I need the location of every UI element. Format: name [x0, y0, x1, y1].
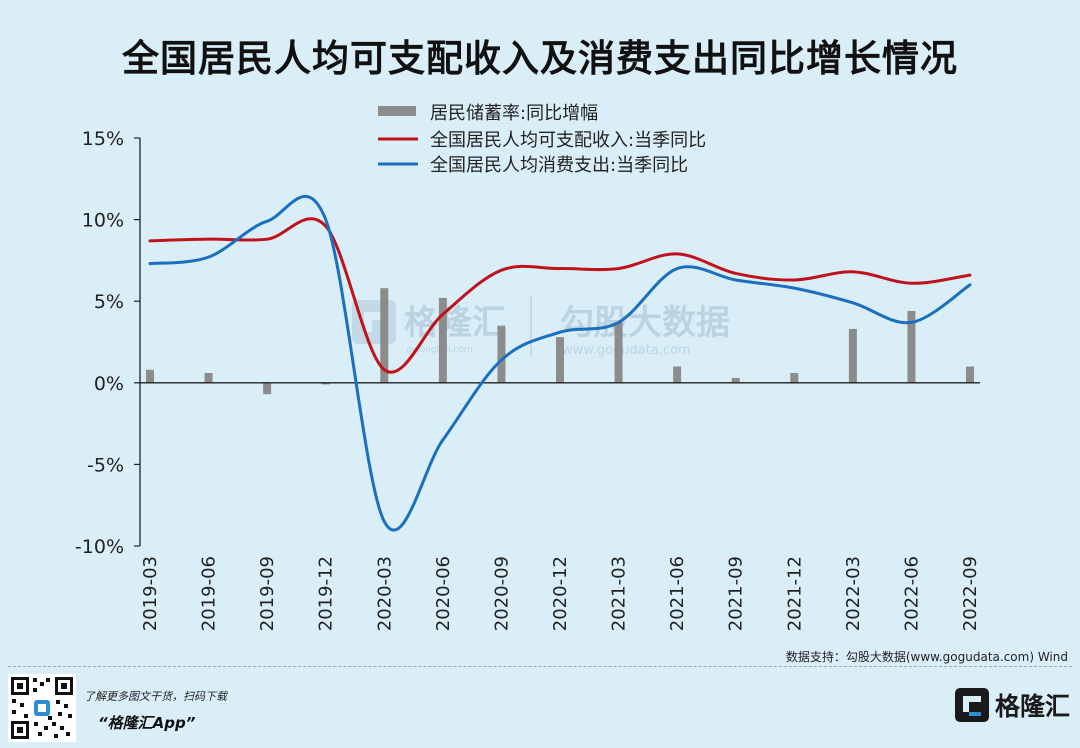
legend-label-savings: 居民储蓄率:同比增幅 [430, 103, 598, 124]
legend-label-income: 全国居民人均可支配收入:当季同比 [430, 130, 706, 151]
x-tick-label: 2021-09 [726, 556, 747, 631]
qr-code-icon[interactable] [8, 674, 76, 742]
bar-savings-rate [790, 373, 799, 383]
x-tick-label: 2020-06 [433, 556, 454, 631]
x-tick-label: 2021-12 [784, 556, 805, 631]
bar-savings-rate [438, 297, 447, 383]
chart-title: 全国居民人均可支配收入及消费支出同比增长情况 [122, 37, 958, 80]
x-tick-label: 2019-12 [316, 556, 337, 631]
y-tick-label: -10% [75, 536, 124, 558]
watermark-brand: 格隆汇 [404, 303, 506, 343]
bar-savings-rate [907, 310, 916, 383]
x-tick-label: 2022-03 [843, 556, 864, 631]
y-ticks: 15% 10% 5% 0% -5% -10% [75, 128, 140, 558]
line-consumption [148, 194, 972, 532]
y-tick-label: 10% [82, 210, 124, 232]
brand-name: 格隆汇 [994, 692, 1070, 721]
x-tick-label: 2020-12 [550, 556, 571, 631]
y-tick-label: 5% [94, 291, 124, 313]
gelonghui-logo-icon [954, 688, 989, 722]
bar-savings-rate [263, 382, 272, 395]
y-tick-label: -5% [87, 454, 124, 476]
bar-savings-rate [497, 325, 506, 383]
bar-savings-rate [966, 366, 974, 383]
x-tick-label: 2020-09 [491, 556, 512, 631]
bar-savings-rate [321, 382, 330, 385]
bar-savings-rate [848, 328, 857, 383]
line-series [148, 194, 972, 532]
x-tick-label: 2019-06 [199, 556, 220, 631]
bar-series [146, 288, 974, 395]
x-tick-label: 2022-09 [960, 556, 981, 631]
bar-savings-rate [556, 337, 564, 383]
bar-savings-rate [204, 373, 213, 383]
x-tick-label: 2020-03 [374, 556, 395, 631]
x-ticks: 2019-03 2019-06 2019-09 2019-12 2020-03 2020-… [140, 556, 981, 631]
watermark: 格隆汇 gelonghui.com 勾股大数据 www.gogudata.com [352, 296, 730, 358]
x-tick-label: 2021-03 [609, 556, 630, 631]
bar-savings-rate [731, 377, 740, 383]
x-tick-label: 2019-03 [140, 556, 161, 631]
y-tick-label: 15% [82, 128, 124, 150]
legend-swatch-savings [378, 106, 416, 116]
bar-savings-rate [380, 288, 389, 383]
bar-savings-rate [146, 369, 154, 383]
legend-label-consumption: 全国居民人均消费支出:当季同比 [430, 155, 688, 176]
x-tick-label: 2021-06 [667, 556, 688, 631]
chart: 格隆汇 gelonghui.com 勾股大数据 www.gogudata.com… [75, 103, 981, 631]
bar-savings-rate [614, 322, 623, 383]
gelonghui-watermark-logo-icon [352, 300, 396, 344]
y-tick-label: 0% [94, 373, 124, 395]
promo-line: 了解更多图文干货，扫码下载 [84, 690, 227, 703]
legend: 居民储蓄率:同比增幅 全国居民人均可支配收入:当季同比 全国居民人均消费支出:当… [378, 103, 706, 176]
brand-logo: 格隆汇 [954, 688, 1070, 722]
watermark-partner-url: www.gogudata.com [562, 343, 691, 358]
x-tick-label: 2019-09 [257, 556, 278, 631]
x-tick-label: 2022-06 [901, 556, 922, 631]
footer-divider [8, 666, 1072, 667]
watermark-partner: 勾股大数据 [560, 303, 730, 343]
promo-app-name: “格隆汇App” [98, 714, 196, 732]
bar-savings-rate [673, 366, 682, 383]
data-source: 数据支持：勾股大数据(www.gogudata.com) Wind [785, 650, 1068, 664]
line-income [148, 217, 972, 374]
